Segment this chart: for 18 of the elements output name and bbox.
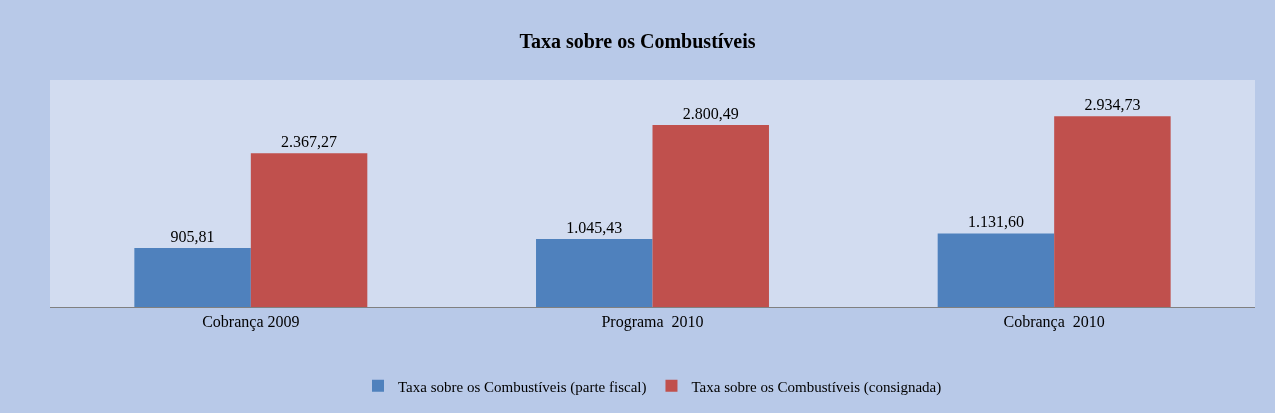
data-label: 1.045,43	[566, 219, 623, 237]
x-tick-label: Cobrança 2009	[202, 313, 300, 332]
x-tick-label: Cobrança 2010	[1003, 313, 1105, 332]
legend-label: Taxa sobre os Combustíveis (consignada)	[691, 378, 942, 396]
bar	[250, 153, 368, 307]
data-label: 2.800,49	[682, 104, 739, 122]
bar	[536, 239, 653, 307]
chart-title: Taxa sobre os Combustíveis	[519, 30, 756, 53]
bar	[652, 124, 769, 307]
bar	[937, 233, 1055, 307]
data-label: 2.367,27	[281, 133, 338, 151]
bar	[134, 248, 251, 307]
x-tick-label: Programa 2010	[601, 313, 704, 332]
legend-label: Taxa sobre os Combustíveis (parte fiscal)	[398, 378, 647, 396]
bar	[1054, 116, 1171, 307]
data-label: 1.131,60	[967, 213, 1024, 231]
data-label: 2.934,73	[1084, 96, 1141, 114]
data-label: 905,81	[170, 228, 215, 246]
